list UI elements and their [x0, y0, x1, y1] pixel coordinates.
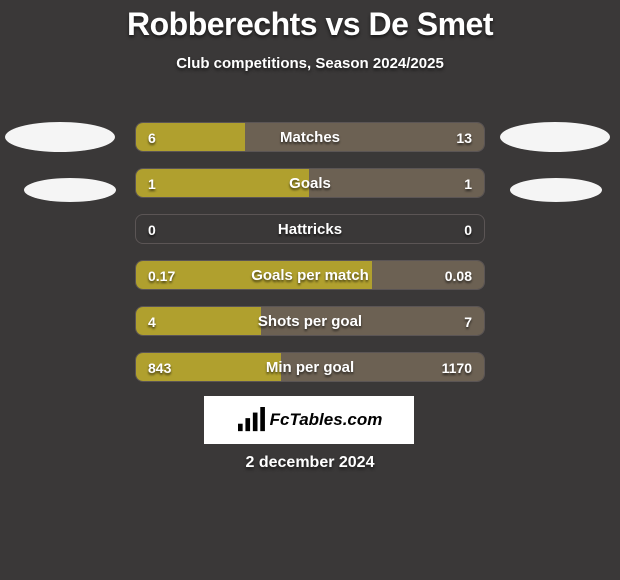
page-title: Robberechts vs De Smet	[0, 0, 620, 43]
stat-row: 11Goals	[135, 168, 485, 198]
date-label: 2 december 2024	[0, 454, 620, 472]
stat-row: 47Shots per goal	[135, 306, 485, 336]
stat-row: 0.170.08Goals per match	[135, 260, 485, 290]
stat-label: Matches	[136, 123, 484, 152]
stat-label: Hattricks	[136, 215, 484, 244]
player2-photo-large	[500, 122, 610, 152]
logo-text: FcTables.com	[270, 410, 383, 430]
fctables-logo: FcTables.com	[204, 396, 414, 444]
stat-row: 8431170Min per goal	[135, 352, 485, 382]
stat-row: 00Hattricks	[135, 214, 485, 244]
player2-photo-small	[510, 178, 602, 202]
stat-label: Shots per goal	[136, 307, 484, 336]
player1-photo-small	[24, 178, 116, 202]
stat-row: 613Matches	[135, 122, 485, 152]
stat-rows-container: 613Matches 11Goals 00Hattricks 0.170.08Goal…	[135, 122, 485, 398]
stat-label: Goals per match	[136, 261, 484, 290]
player1-photo-large	[5, 122, 115, 152]
stat-label: Goals	[136, 169, 484, 198]
bars-icon	[236, 407, 266, 433]
page-subtitle: Club competitions, Season 2024/2025	[0, 55, 620, 72]
stat-label: Min per goal	[136, 353, 484, 382]
